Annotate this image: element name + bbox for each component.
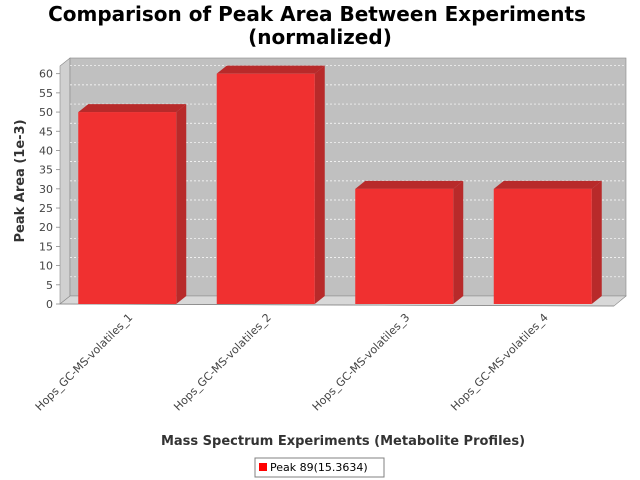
x-tick-label: Hops_GC-MS-volatiles_2 (171, 311, 274, 414)
plot-left-wall (59, 57, 71, 305)
y-tick-label: 55 (39, 87, 53, 100)
y-axis-ticks: 0 5 10 15 20 25 30 35 40 45 50 55 60 (39, 68, 60, 311)
bar-side (453, 180, 464, 304)
bar (216, 65, 325, 304)
chart-title-line2: (normalized) (248, 25, 392, 49)
x-tick-label: Hops_GC-MS-volatiles_3 (310, 311, 413, 414)
bar (493, 180, 602, 304)
legend: Peak 89(15.3634) (254, 457, 385, 478)
bar (78, 104, 187, 304)
x-axis-label: Mass Spectrum Experiments (Metabolite Pr… (161, 434, 525, 449)
legend-box (254, 457, 385, 478)
y-tick-label: 35 (39, 164, 53, 177)
y-axis-label: Peak Area (1e-3) (13, 119, 28, 242)
y-tick-label: 15 (39, 240, 53, 253)
y-tick-label: 60 (39, 68, 53, 81)
y-tick-label: 45 (39, 125, 53, 138)
y-tick-label: 10 (39, 260, 53, 273)
x-tick-label: Hops_GC-MS-volatiles_4 (448, 311, 551, 414)
bar-front (493, 188, 592, 304)
bar-side (314, 65, 325, 304)
y-tick-label: 5 (46, 279, 53, 292)
bar-front (355, 188, 454, 304)
bar-side (176, 104, 187, 304)
bar-top (78, 104, 187, 113)
x-tick-label: Hops_GC-MS-volatiles_1 (33, 311, 136, 414)
x-axis-ticks: Hops_GC-MS-volatiles_1 Hops_GC-MS-volatil… (33, 311, 551, 414)
bars (78, 65, 602, 304)
bar (355, 180, 464, 304)
bar-front (78, 112, 177, 304)
chart-title-line1: Comparison of Peak Area Between Experime… (48, 2, 586, 26)
bar-front (216, 73, 315, 304)
y-tick-label: 0 (46, 298, 53, 311)
y-tick-label: 25 (39, 202, 53, 215)
y-tick-label: 40 (39, 144, 53, 157)
legend-label: Peak 89(15.3634) (270, 461, 368, 474)
y-tick-label: 50 (39, 106, 53, 119)
y-tick-label: 30 (39, 183, 53, 196)
x-axis-line (59, 303, 615, 307)
bar-top (355, 180, 464, 189)
y-tick-label: 20 (39, 221, 53, 234)
bar-top (493, 180, 602, 189)
legend-swatch (259, 463, 267, 471)
bar-top (216, 65, 325, 74)
bar-side (591, 180, 602, 304)
